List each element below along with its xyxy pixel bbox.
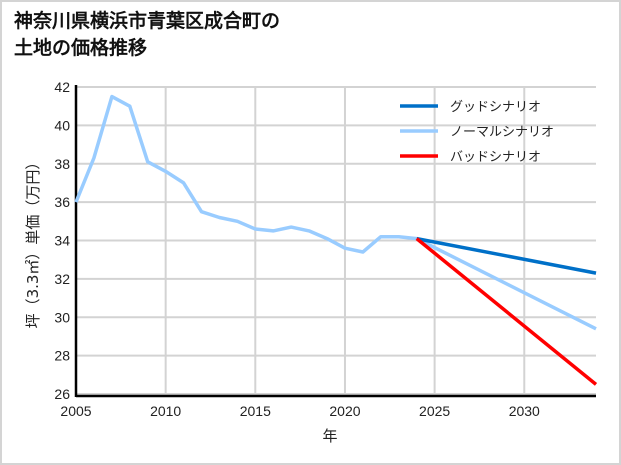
y-tick-label: 42: [54, 79, 70, 95]
axes: [74, 85, 596, 398]
x-axis-label: 年: [322, 427, 337, 445]
x-tick-label: 2005: [60, 403, 91, 419]
x-tick-label: 2015: [240, 403, 271, 419]
x-tick-label: 2030: [509, 403, 540, 419]
y-tick-label: 28: [54, 348, 70, 364]
y-tick-label: 26: [54, 386, 70, 402]
tick-labels: 26 28 30 32 34 36 38 40 42 2005 2010 2015 2020 2025 20…: [54, 79, 540, 419]
y-tick-label: 40: [54, 117, 70, 133]
series-line: [416, 236, 597, 275]
legend-label: グッドシナリオ: [450, 100, 541, 115]
series-line: [74, 94, 597, 331]
series-line: [415, 237, 598, 386]
y-tick-label: 36: [54, 194, 70, 210]
x-tick-label: 2010: [150, 403, 181, 419]
chart-title: 神奈川県横浜市青葉区成合町の 土地の価格推移: [14, 8, 280, 62]
data-series: [74, 94, 598, 386]
y-tick-label: 32: [54, 271, 70, 287]
x-tick-label: 2020: [329, 403, 360, 419]
y-tick-label: 38: [54, 156, 70, 172]
y-tick-label: 34: [54, 233, 70, 249]
y-axis-label: 坪（3.3㎡）単価（万円）: [24, 155, 42, 329]
legend-label: バッドシナリオ: [450, 150, 541, 165]
x-tick-label: 2025: [419, 403, 450, 419]
legend-label: ノーマルシナリオ: [450, 125, 554, 140]
title-line-1: 神奈川県横浜市青葉区成合町の: [14, 10, 281, 32]
title-line-2: 土地の価格推移: [14, 37, 148, 59]
y-tick-label: 30: [54, 309, 70, 325]
